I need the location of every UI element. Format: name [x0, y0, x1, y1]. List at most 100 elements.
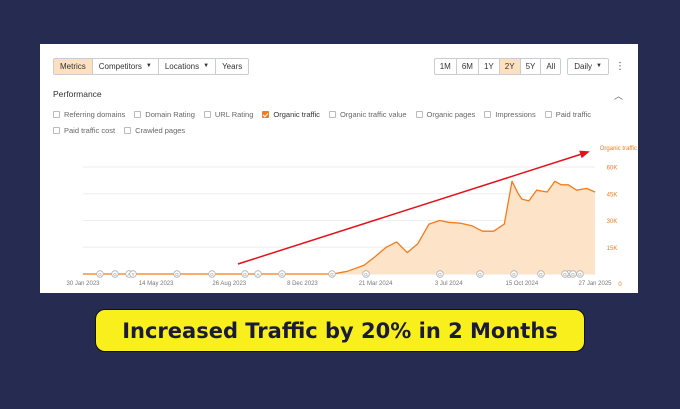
annotation-marker-label: A [256, 272, 259, 277]
range-1m-button[interactable]: 1M [435, 59, 457, 74]
metric-referring-domains[interactable]: Referring domains [53, 110, 125, 119]
metric-paid-traffic-cost[interactable]: Paid traffic cost [53, 126, 115, 135]
annotation-marker-label: G [438, 272, 442, 277]
tab-competitors-label: Competitors [98, 62, 142, 71]
annotation-marker-label: Y [131, 272, 134, 277]
annotation-marker [576, 270, 584, 278]
metric-label: Referring domains [64, 110, 126, 119]
metric-label: URL Rating [214, 110, 254, 119]
trend-arrow [237, 150, 590, 265]
metric-organic-traffic[interactable]: Organic traffic [262, 110, 320, 119]
caret-down-icon: ▼ [145, 63, 152, 69]
metric-organic-traffic-value[interactable]: Organic traffic value [328, 110, 407, 119]
kebab-menu-icon[interactable]: ⋮ [615, 61, 625, 72]
annotation-marker [436, 270, 444, 278]
headline-text: Increased Traffic by 20% in 2 Months [122, 318, 558, 343]
annotation-marker-label: G [571, 272, 575, 277]
annotation-marker [328, 270, 336, 278]
chevron-up-icon[interactable]: ︿ [613, 91, 623, 101]
checkbox[interactable] [53, 111, 60, 118]
interval-dropdown[interactable]: Daily ▼ [567, 58, 609, 75]
checkbox[interactable] [328, 111, 336, 118]
annotation-marker [208, 270, 216, 278]
range-6m-button[interactable]: 6M [457, 59, 479, 74]
tab-locations-label: Locations [164, 62, 200, 71]
annotation-marker-label: G [578, 272, 582, 277]
metric-organic-pages[interactable]: Organic pages [415, 110, 476, 119]
metric-domain-rating[interactable]: Domain Rating [134, 110, 195, 119]
checkbox[interactable] [124, 127, 132, 134]
x-tick-label: 8 Dec 2023 [287, 281, 318, 287]
series-area-organic-traffic [83, 181, 595, 274]
metric-label: Paid traffic cost [64, 126, 116, 135]
metrics-row-2: Paid traffic cost Crawled pages [53, 126, 185, 135]
checkbox[interactable] [415, 111, 423, 118]
checkbox[interactable] [484, 111, 492, 118]
annotation-marker [476, 270, 484, 278]
x-tick-label: 27 Jan 2025 [578, 281, 612, 287]
metrics-row-1: Referring domains Domain Rating URL Rati… [53, 110, 591, 119]
checkbox[interactable] [203, 111, 211, 118]
tab-metrics[interactable]: Metrics [54, 59, 93, 74]
checkbox-checked[interactable] [262, 111, 270, 118]
tab-years[interactable]: Years [216, 59, 248, 74]
annotation-marker-label: G [563, 272, 567, 277]
x-tick-label: 15 Oct 2024 [506, 281, 539, 287]
annotation-marker-label: G [330, 272, 334, 277]
annotation-marker-label: G [364, 272, 368, 277]
interval-label: Daily [574, 62, 593, 71]
metric-label: Impressions [495, 110, 536, 119]
range-5y-button[interactable]: 5Y [521, 59, 542, 74]
y-tick-label: 30K [607, 219, 618, 225]
tab-locations[interactable]: Locations ▼ [159, 59, 217, 74]
toolbar: Metrics Competitors ▼ Locations ▼ Years [53, 58, 250, 75]
y-zero-label: 0 [618, 282, 622, 288]
annotation-marker [129, 270, 137, 278]
metric-label: Domain Rating [145, 110, 195, 119]
annotation-marker [254, 270, 262, 278]
metric-label: Organic traffic value [339, 110, 407, 119]
x-tick-label: 3 Jul 2024 [435, 281, 463, 287]
metric-impressions[interactable]: Impressions [484, 110, 536, 119]
annotation-marker [241, 270, 249, 278]
checkbox[interactable] [134, 111, 142, 118]
metric-crawled-pages[interactable]: Crawled pages [124, 126, 185, 135]
series-label: Organic traffic [600, 146, 637, 152]
annotation-marker-label: G [280, 272, 284, 277]
x-tick-label: 14 May 2023 [139, 281, 174, 287]
y-tick-label: 60K [607, 166, 618, 172]
tab-years-label: Years [222, 62, 243, 71]
checkbox[interactable] [544, 111, 552, 118]
range-1y-button[interactable]: 1Y [479, 59, 500, 74]
annotation-marker-label: G [98, 272, 102, 277]
annotation-marker-label: G [243, 272, 247, 277]
annotation-marker-label: G [175, 272, 179, 277]
annotation-marker [569, 270, 577, 278]
range-all-button[interactable]: All [546, 62, 556, 71]
tab-competitors[interactable]: Competitors ▼ [93, 59, 159, 74]
performance-panel: Metrics Competitors ▼ Locations ▼ Years 1M… [40, 44, 638, 293]
headline-banner: Increased Traffic by 20% in 2 Months [95, 309, 585, 352]
section-title: Performance [53, 89, 102, 99]
series-line-organic-traffic [83, 180, 596, 275]
annotation-marker [537, 270, 545, 278]
metric-paid-traffic[interactable]: Paid traffic [544, 110, 591, 119]
tab-metrics-label: Metrics [60, 62, 86, 71]
range-controls: 1M 6M 1Y 2Y 5Y All Daily ▼ ⋮ [433, 58, 625, 75]
metric-label: Organic pages [426, 110, 476, 119]
annotation-marker [510, 270, 518, 278]
annotation-marker [278, 270, 286, 278]
annotation-marker [173, 270, 181, 278]
range-2y-button[interactable]: 2Y [499, 59, 521, 74]
annotation-marker-label: G [113, 272, 117, 277]
caret-down-icon: ▼ [596, 63, 602, 69]
x-tick-label: 30 Jan 2023 [66, 281, 100, 287]
caret-down-icon: ▼ [203, 63, 210, 69]
annotation-marker-label: G [478, 272, 482, 277]
metric-url-rating[interactable]: URL Rating [203, 110, 254, 119]
checkbox[interactable] [53, 127, 60, 134]
annotation-marker-label: G [210, 272, 214, 277]
y-tick-label: 15K [607, 246, 618, 252]
annotation-marker [111, 270, 119, 278]
annotation-marker [96, 270, 104, 278]
